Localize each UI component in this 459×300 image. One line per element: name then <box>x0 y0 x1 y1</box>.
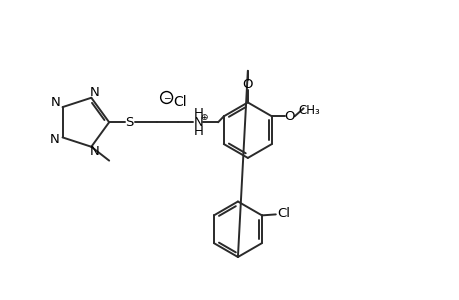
Text: O: O <box>284 110 294 123</box>
Text: S: S <box>124 116 133 129</box>
Text: Cl: Cl <box>277 207 290 220</box>
Text: N: N <box>89 86 99 99</box>
Text: N: N <box>89 145 99 158</box>
Text: CH₃: CH₃ <box>298 104 319 117</box>
Text: N: N <box>50 96 60 109</box>
Text: O: O <box>242 78 252 91</box>
Text: H: H <box>193 107 203 120</box>
Text: N: N <box>50 133 59 146</box>
Text: H: H <box>193 125 203 138</box>
Text: ⊕: ⊕ <box>200 113 207 122</box>
Text: Cl: Cl <box>174 95 187 110</box>
Text: −: − <box>162 93 170 102</box>
Text: N: N <box>193 116 203 129</box>
